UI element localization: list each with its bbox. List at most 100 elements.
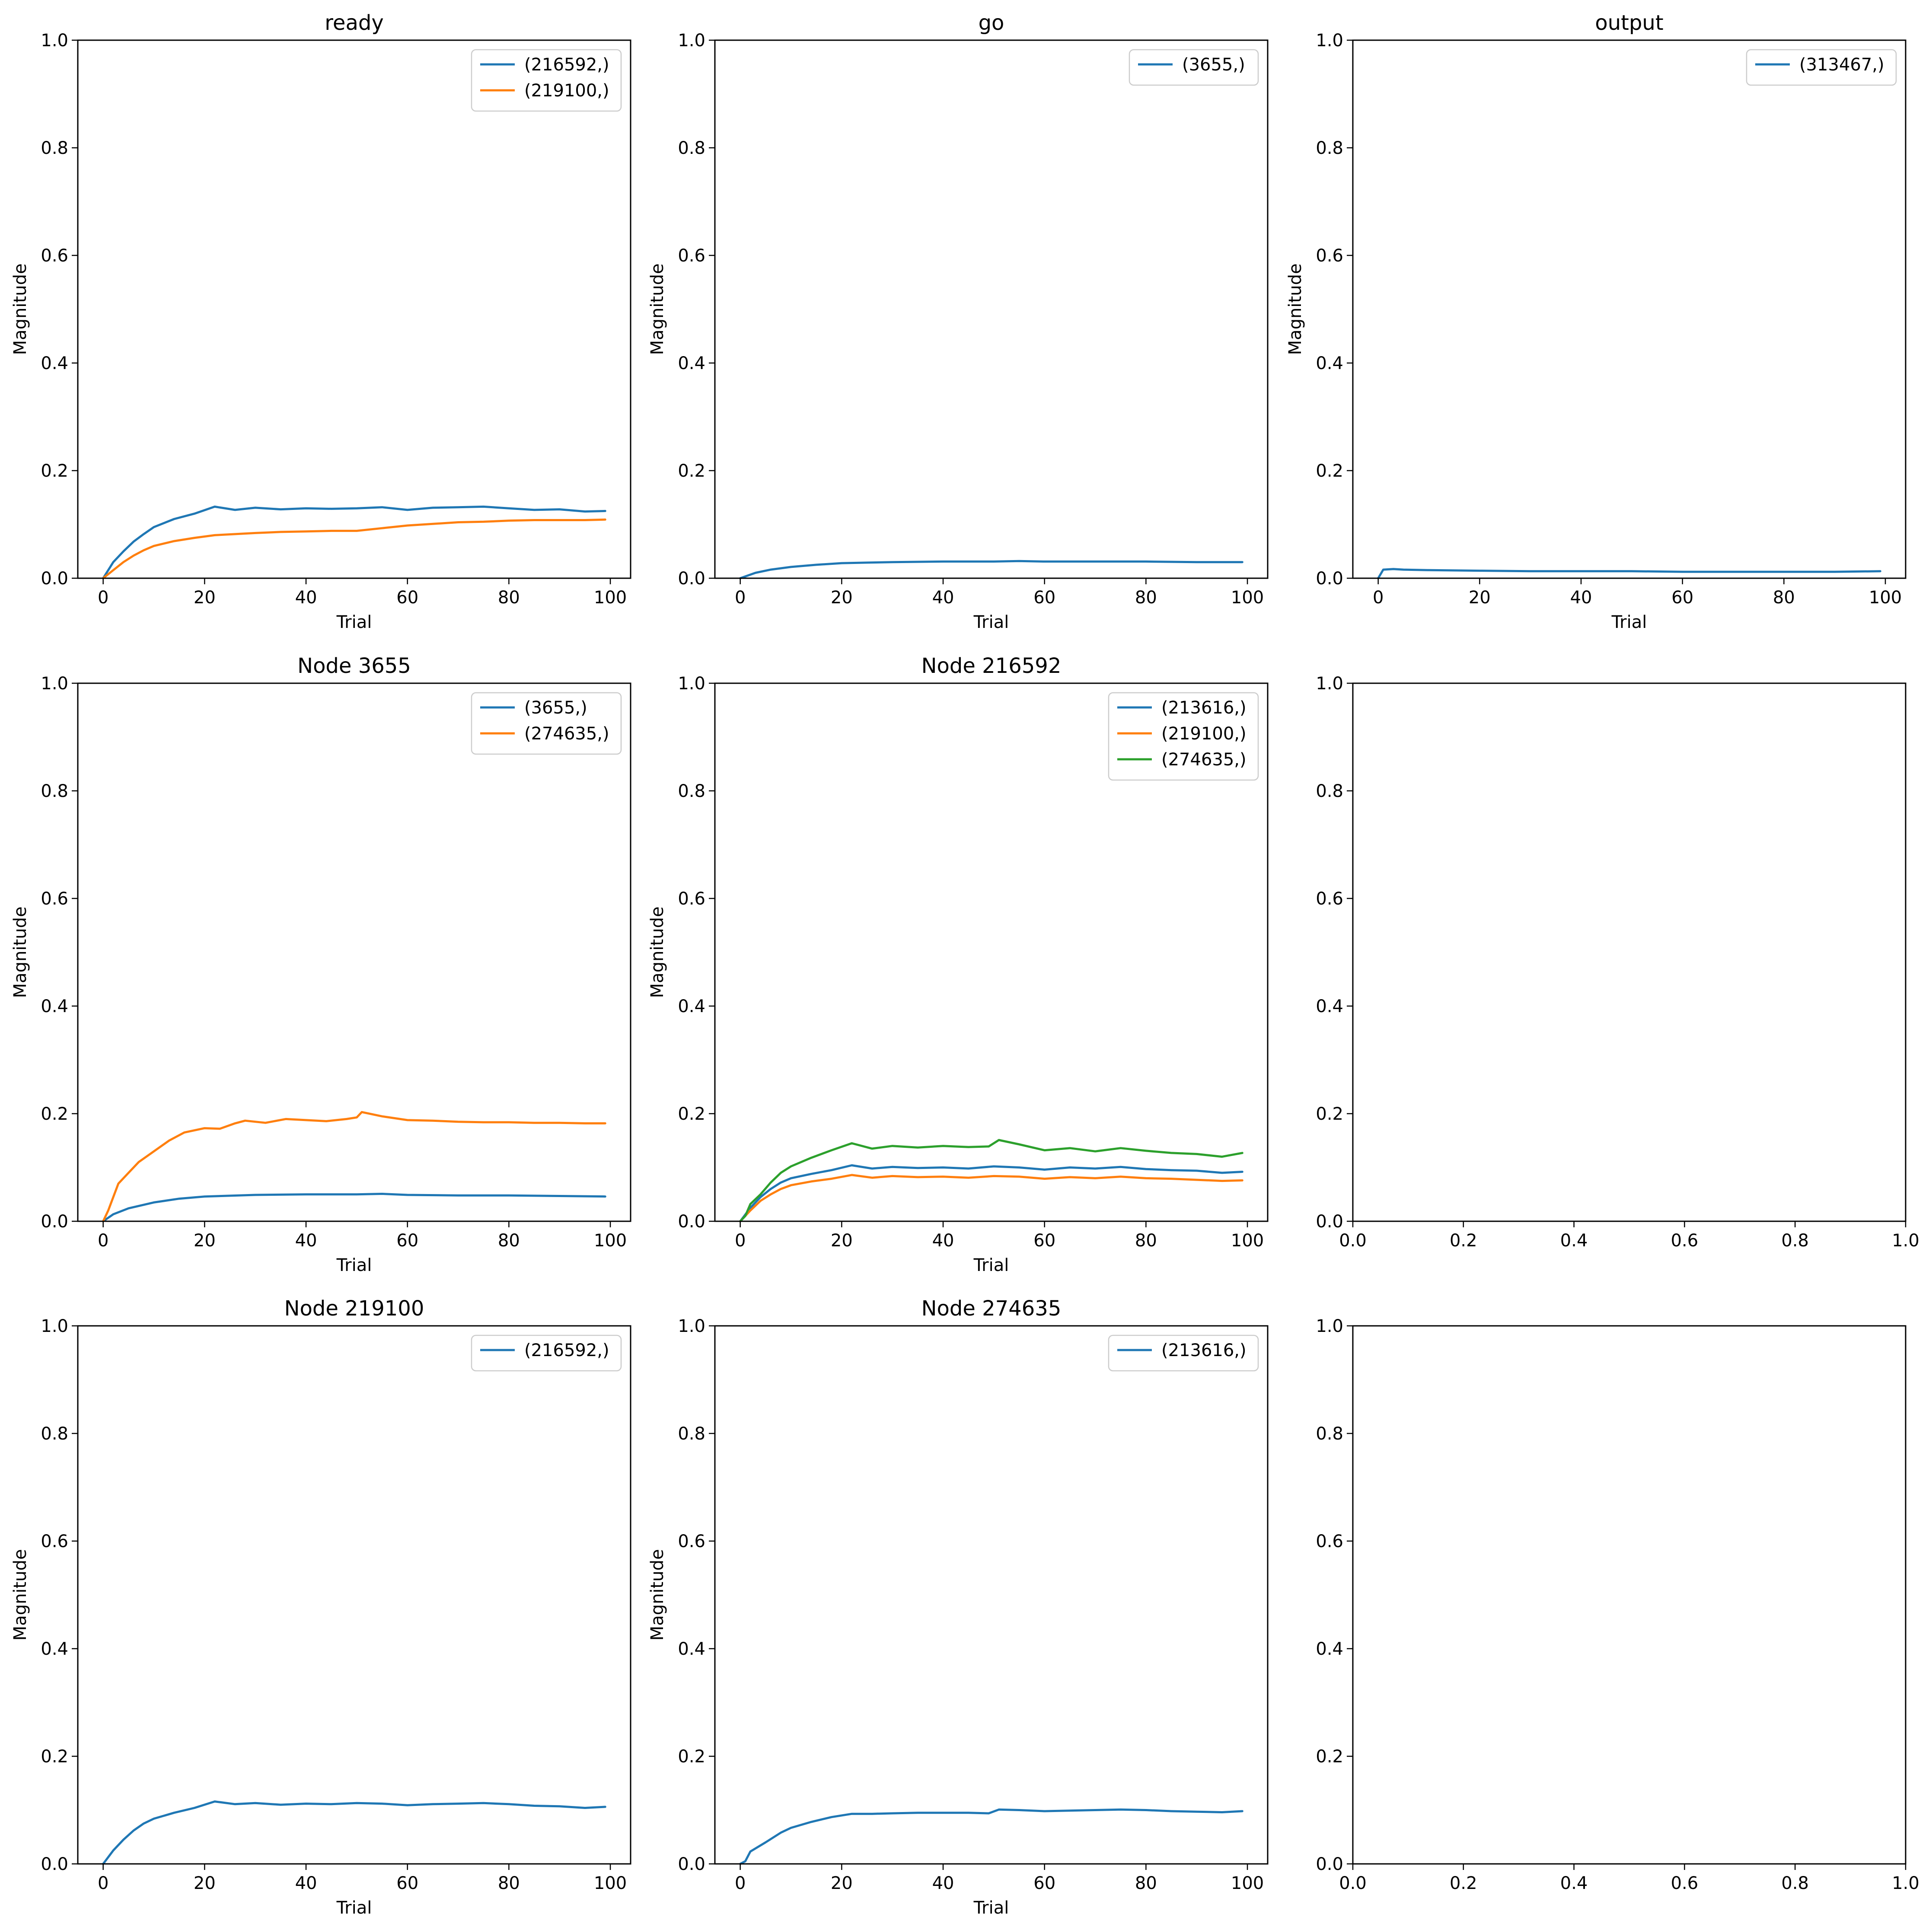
y-tick-label: 1.0 bbox=[1316, 674, 1343, 694]
axes-frame bbox=[714, 1325, 1269, 1865]
y-tick-label: 0.6 bbox=[1316, 889, 1343, 909]
legend-entry: (3655,) bbox=[524, 698, 587, 718]
y-tick-label: 1.0 bbox=[1316, 31, 1343, 51]
legend-entry: (274635,) bbox=[524, 724, 609, 744]
y-tick-label: 0.2 bbox=[1316, 461, 1343, 481]
legend-entry: (313467,) bbox=[1799, 55, 1884, 75]
y-tick-label: 0.0 bbox=[41, 569, 68, 589]
series-line-1 bbox=[739, 1808, 1243, 1865]
x-tick-label: 0.4 bbox=[1560, 1873, 1588, 1893]
legend: (3655,) (274635,) bbox=[471, 692, 622, 755]
y-tick-label: 1.0 bbox=[678, 674, 705, 694]
axes-frame bbox=[77, 1325, 631, 1865]
panel-8: Node 274635 0 20 40 60 80 100 0.0 0.2 0.4 0.6 0.8 1.… bbox=[647, 1296, 1269, 1918]
y-tick-label: 0.8 bbox=[41, 138, 68, 158]
panel-4: Node 3655 0 20 40 60 80 100 0.0 0.2 0.4 0.6 0.8 1.0 T… bbox=[10, 654, 631, 1275]
y-tick-label: 0.4 bbox=[41, 354, 68, 373]
x-tick-label: 0 bbox=[735, 588, 746, 608]
panel-title: Node 274635 bbox=[921, 1296, 1062, 1321]
axes-frame bbox=[1352, 682, 1906, 1222]
x-tick-label: 100 bbox=[1231, 1231, 1264, 1251]
x-tick-label: 80 bbox=[1135, 588, 1157, 608]
panel-title: Node 3655 bbox=[297, 654, 411, 678]
legend: (3655,) bbox=[1129, 49, 1259, 86]
y-tick-label: 0.8 bbox=[41, 781, 68, 801]
legend: (213616,) bbox=[1108, 1334, 1259, 1372]
panel-title: Node 216592 bbox=[921, 654, 1062, 678]
x-tick-label: 0 bbox=[1373, 588, 1384, 608]
x-tick-label: 60 bbox=[396, 1873, 418, 1893]
x-tick-label: 60 bbox=[1671, 588, 1693, 608]
legend-entry: (216592,) bbox=[524, 1341, 609, 1360]
y-tick-label: 0.0 bbox=[678, 1212, 705, 1232]
panel-7: Node 219100 0 20 40 60 80 100 0.0 0.2 0.4 0.6 0.8 1.… bbox=[10, 1296, 631, 1918]
y-axis-label: Magnitude bbox=[1285, 264, 1305, 355]
panel-5: Node 216592 0 20 40 60 80 100 0.0 0.2 0.4 0.6 0.8 1.… bbox=[647, 654, 1269, 1275]
y-tick-label: 0.2 bbox=[678, 1104, 705, 1124]
y-tick-label: 0.6 bbox=[678, 246, 705, 266]
y-tick-label: 0.8 bbox=[678, 138, 705, 158]
x-tick-label: 80 bbox=[498, 1231, 520, 1251]
axes-frame bbox=[714, 39, 1269, 579]
y-tick-label: 0.6 bbox=[41, 1532, 68, 1551]
y-tick-label: 0.4 bbox=[678, 354, 705, 373]
y-tick-label: 0.2 bbox=[1316, 1747, 1343, 1767]
y-tick-label: 0.8 bbox=[1316, 138, 1343, 158]
x-tick-label: 0.0 bbox=[1339, 1231, 1367, 1251]
legend: (216592,) bbox=[471, 1334, 622, 1372]
y-tick-label: 0.6 bbox=[41, 246, 68, 266]
y-tick-label: 1.0 bbox=[41, 1316, 68, 1336]
y-tick-label: 1.0 bbox=[678, 31, 705, 51]
x-tick-label: 80 bbox=[1773, 588, 1795, 608]
x-axis-label: Trial bbox=[973, 1255, 1009, 1275]
x-axis-label: Trial bbox=[336, 1255, 372, 1275]
y-tick-label: 1.0 bbox=[678, 1316, 705, 1336]
axes-frame bbox=[77, 39, 631, 579]
x-axis-label: Trial bbox=[973, 612, 1009, 632]
x-tick-label: 80 bbox=[498, 588, 520, 608]
y-tick-label: 0.0 bbox=[678, 569, 705, 589]
series-line-1 bbox=[102, 1800, 606, 1865]
y-tick-label: 0.2 bbox=[41, 1104, 68, 1124]
series-line-2 bbox=[739, 1174, 1243, 1223]
y-tick-label: 0.4 bbox=[678, 997, 705, 1016]
x-tick-label: 20 bbox=[831, 1873, 853, 1893]
panel-2: go 0 20 40 60 80 100 0.0 0.2 0.4 0.6 0.8 1.0 Trial Mag… bbox=[647, 11, 1269, 632]
y-tick-label: 0.8 bbox=[678, 781, 705, 801]
x-axis-label: Trial bbox=[336, 612, 372, 632]
legend-box bbox=[1129, 49, 1259, 86]
panel-3: output 0 20 40 60 80 100 0.0 0.2 0.4 0.6 0.8 1.0 Tria… bbox=[1285, 11, 1906, 632]
x-tick-label: 0 bbox=[98, 1873, 108, 1893]
series-lines bbox=[739, 560, 1243, 580]
legend-entry: (274635,) bbox=[1161, 750, 1247, 770]
panel-1: ready 0 20 40 60 80 100 0.0 0.2 0.4 0.6 0.8 1.0 Trial… bbox=[10, 11, 631, 632]
y-tick-label: 0.2 bbox=[678, 1747, 705, 1767]
x-tick-label: 20 bbox=[831, 1231, 853, 1251]
y-tick-label: 0.4 bbox=[1316, 1639, 1343, 1659]
series-line-1 bbox=[739, 1164, 1243, 1223]
y-axis-label: Magnitude bbox=[647, 907, 667, 998]
y-axis-label: Magnitude bbox=[647, 264, 667, 355]
x-tick-label: 0 bbox=[735, 1873, 746, 1893]
y-tick-label: 0.6 bbox=[678, 889, 705, 909]
x-tick-label: 60 bbox=[1033, 588, 1055, 608]
axes-frame bbox=[1352, 39, 1906, 579]
y-tick-label: 0.6 bbox=[1316, 246, 1343, 266]
panel-6: 0.0 0.2 0.4 0.6 0.8 1.0 0.0 0.2 0.4 0.6 0.8 1.0 bbox=[1316, 674, 1919, 1251]
y-tick-label: 1.0 bbox=[41, 31, 68, 51]
x-tick-label: 60 bbox=[396, 588, 418, 608]
axes-frame bbox=[714, 682, 1269, 1222]
y-axis-label: Magnitude bbox=[10, 264, 30, 355]
x-tick-label: 60 bbox=[1033, 1231, 1055, 1251]
x-tick-label: 40 bbox=[932, 588, 954, 608]
y-tick-label: 0.6 bbox=[41, 889, 68, 909]
x-tick-label: 0.2 bbox=[1450, 1231, 1477, 1251]
y-tick-label: 1.0 bbox=[41, 674, 68, 694]
y-tick-label: 1.0 bbox=[1316, 1316, 1343, 1336]
y-tick-label: 0.8 bbox=[1316, 781, 1343, 801]
x-tick-label: 0 bbox=[735, 1231, 746, 1251]
x-tick-label: 0 bbox=[98, 588, 108, 608]
y-tick-label: 0.0 bbox=[41, 1854, 68, 1874]
series-lines bbox=[739, 1139, 1243, 1223]
